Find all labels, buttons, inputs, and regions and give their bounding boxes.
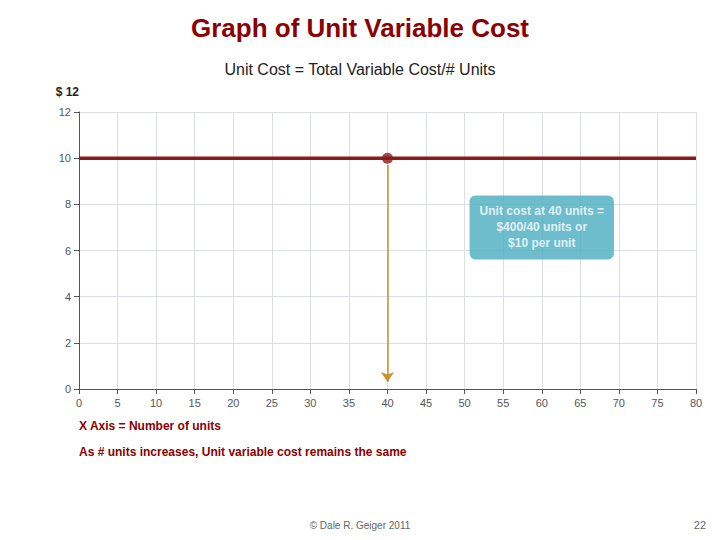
- svg-text:8: 8: [65, 198, 71, 210]
- svg-text:$10 per unit: $10 per unit: [508, 236, 575, 250]
- svg-text:80: 80: [690, 397, 702, 409]
- svg-text:2: 2: [65, 337, 71, 349]
- svg-text:22: 22: [694, 519, 706, 531]
- svg-text:30: 30: [304, 397, 316, 409]
- svg-text:12: 12: [59, 106, 71, 118]
- svg-text:45: 45: [420, 397, 432, 409]
- svg-text:65: 65: [574, 397, 586, 409]
- svg-text:0: 0: [65, 383, 71, 395]
- svg-text:50: 50: [459, 397, 471, 409]
- svg-text:20: 20: [227, 397, 239, 409]
- svg-text:$400/40 units or: $400/40 units or: [496, 220, 587, 234]
- svg-text:55: 55: [497, 397, 509, 409]
- svg-text:Unit Cost = Total Variable Cos: Unit Cost = Total Variable Cost/# Units: [224, 61, 495, 78]
- svg-text:$ 12: $ 12: [56, 85, 80, 99]
- svg-text:4: 4: [65, 291, 71, 303]
- svg-text:As # units increases, Unit var: As # units increases, Unit variable cost…: [79, 445, 407, 459]
- svg-text:15: 15: [189, 397, 201, 409]
- svg-text:70: 70: [613, 397, 625, 409]
- svg-text:X Axis = Number of units: X Axis = Number of units: [79, 419, 221, 433]
- svg-text:10: 10: [59, 152, 71, 164]
- svg-text:10: 10: [150, 397, 162, 409]
- svg-text:75: 75: [651, 397, 663, 409]
- svg-text:40: 40: [381, 397, 393, 409]
- svg-text:Unit cost at 40 units =: Unit cost at 40 units =: [480, 204, 604, 218]
- svg-text:6: 6: [65, 245, 71, 257]
- svg-text:0: 0: [76, 397, 82, 409]
- svg-text:60: 60: [536, 397, 548, 409]
- svg-text:35: 35: [343, 397, 355, 409]
- svg-text:© Dale R. Geiger 2011: © Dale R. Geiger 2011: [310, 520, 411, 531]
- svg-text:Graph of Unit Variable Cost: Graph of Unit Variable Cost: [191, 13, 529, 43]
- svg-text:25: 25: [266, 397, 278, 409]
- svg-text:5: 5: [115, 397, 121, 409]
